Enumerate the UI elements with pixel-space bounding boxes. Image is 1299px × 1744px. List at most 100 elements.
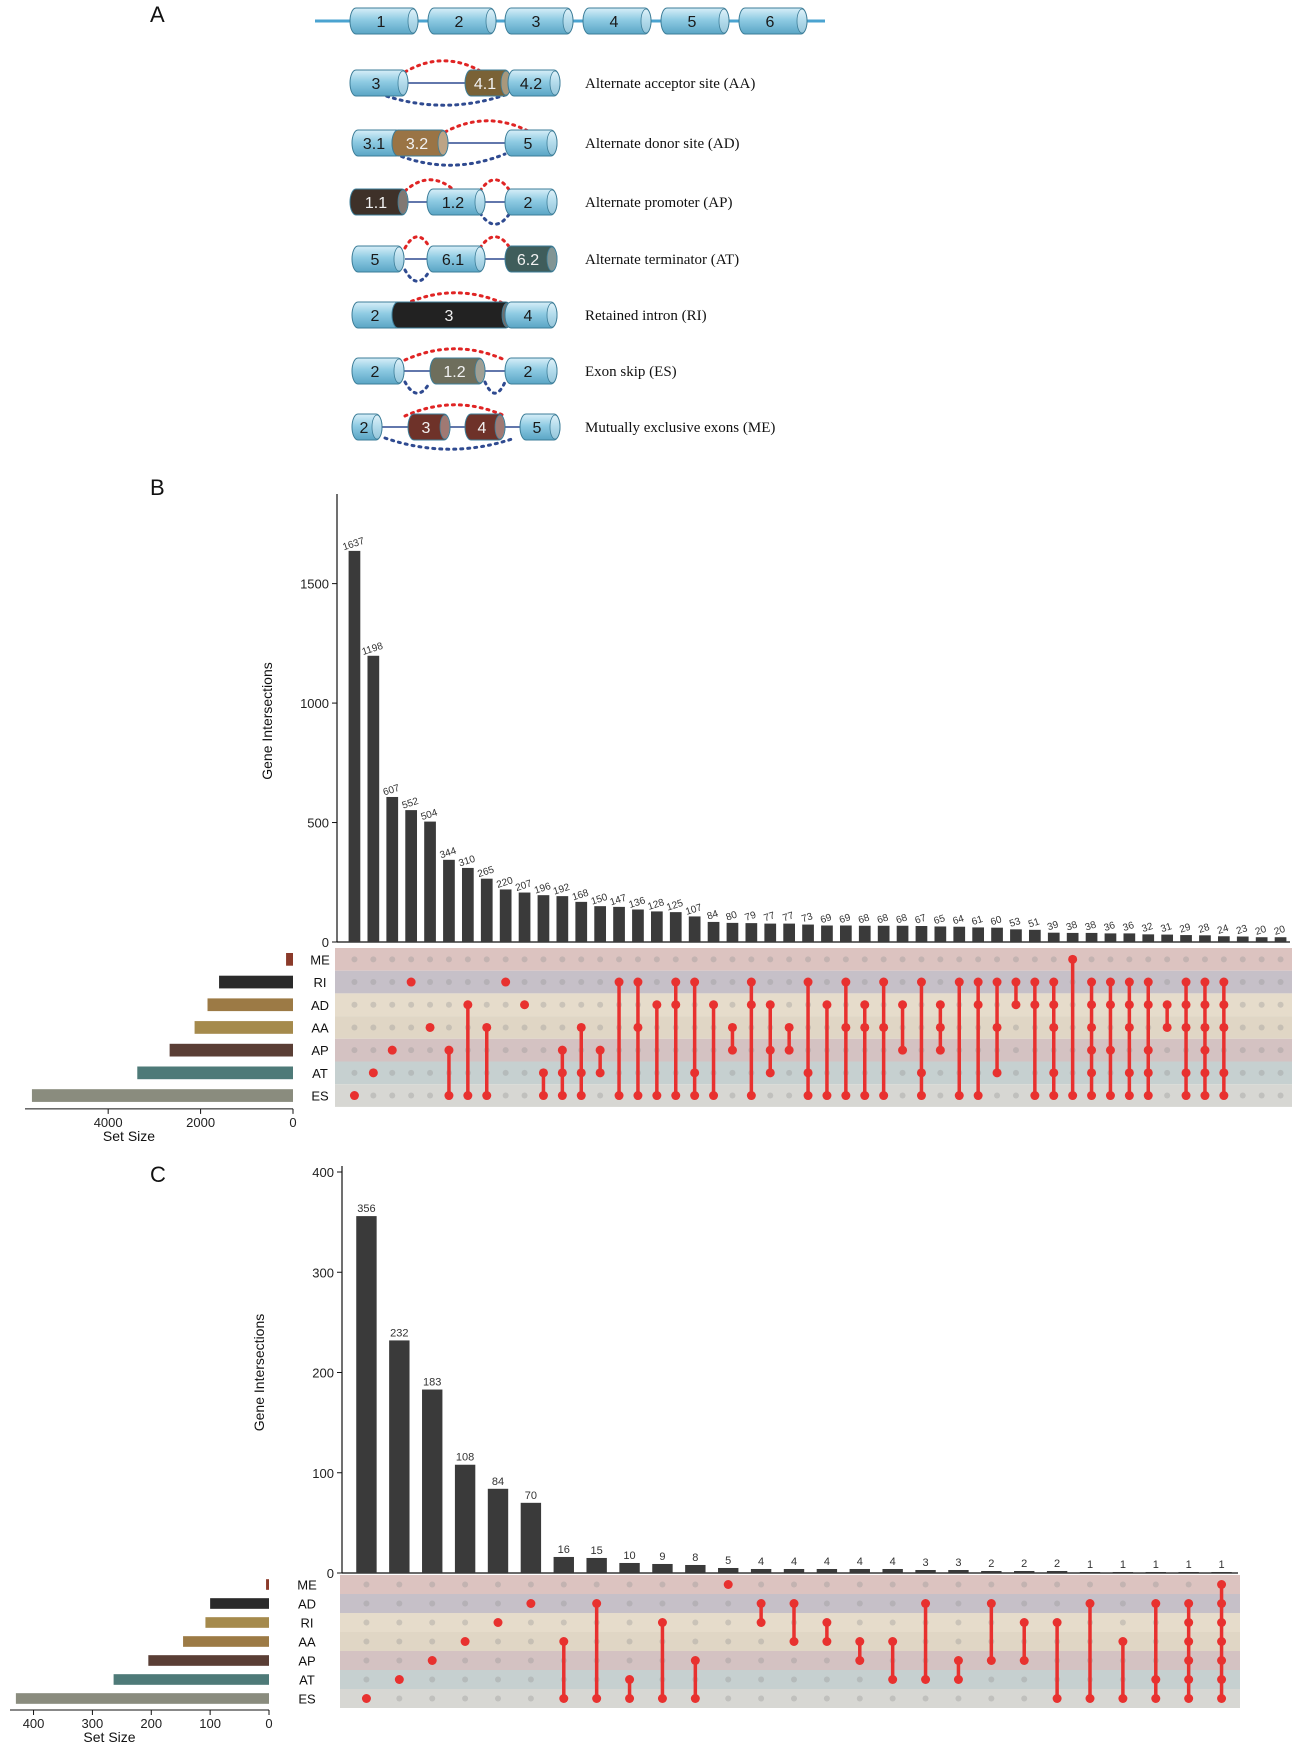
splicing-event-1 xyxy=(393,119,532,167)
set-size-bar xyxy=(210,1598,269,1609)
matrix-empty-dot xyxy=(495,1619,501,1626)
svg-text:3: 3 xyxy=(445,308,454,325)
matrix-empty-dot xyxy=(351,956,358,963)
matrix-empty-dot xyxy=(955,1581,962,1588)
bar-label: 77 xyxy=(781,910,795,924)
bar xyxy=(764,923,777,942)
matrix-empty-dot xyxy=(464,1047,471,1054)
splice-arc xyxy=(483,380,507,395)
matrix-dot xyxy=(898,1000,908,1010)
matrix-empty-dot xyxy=(483,1069,490,1076)
matrix-empty-dot xyxy=(1088,979,1095,986)
matrix-empty-dot xyxy=(786,1047,793,1054)
svg-text:5: 5 xyxy=(371,252,380,269)
bar-label: 65 xyxy=(933,913,947,927)
matrix-dot xyxy=(1049,1068,1059,1078)
matrix-empty-dot xyxy=(805,956,812,963)
set-size-axis-label: Set Size xyxy=(103,1128,155,1144)
top-exon-3: 3 xyxy=(504,7,574,35)
matrix-empty-dot xyxy=(408,1024,415,1031)
bar-label: 150 xyxy=(590,892,610,908)
matrix-empty-dot xyxy=(540,956,547,963)
matrix-dot xyxy=(690,1068,700,1078)
matrix-dot xyxy=(1184,1694,1194,1703)
matrix-dot xyxy=(1219,1068,1229,1078)
matrix-empty-dot xyxy=(786,1001,793,1008)
matrix-dot xyxy=(557,1091,567,1101)
matrix-dot xyxy=(953,1656,963,1665)
matrix-dot xyxy=(855,1637,865,1646)
bar-label: 73 xyxy=(800,911,814,925)
matrix-empty-dot xyxy=(889,1600,896,1607)
svg-text:4.1: 4.1 xyxy=(474,76,496,93)
matrix-empty-dot xyxy=(937,979,944,986)
matrix-dot xyxy=(652,1000,662,1010)
matrix-empty-dot xyxy=(748,1047,755,1054)
matrix-dot xyxy=(652,1091,662,1101)
matrix-dot xyxy=(1217,1580,1227,1589)
matrix-dot xyxy=(1162,1022,1172,1032)
bar-label: 15 xyxy=(591,1545,603,1557)
matrix-empty-dot xyxy=(889,1695,896,1702)
matrix-dot xyxy=(1068,1091,1078,1101)
bar xyxy=(518,892,531,942)
matrix-dot xyxy=(1181,1022,1191,1032)
matrix-dot xyxy=(1124,977,1134,987)
y-tick-label: 0 xyxy=(322,935,329,950)
bar xyxy=(1104,933,1117,942)
matrix-empty-dot xyxy=(856,1619,863,1626)
matrix-empty-dot xyxy=(823,1092,830,1099)
matrix-empty-dot xyxy=(937,1069,944,1076)
matrix-dot xyxy=(493,1618,503,1627)
matrix-empty-dot xyxy=(653,1069,660,1076)
matrix-dot xyxy=(860,1000,870,1010)
bar xyxy=(499,889,512,942)
y-tick-label: 500 xyxy=(307,816,329,831)
matrix-dot xyxy=(1105,1000,1115,1010)
set-size-bar xyxy=(266,1579,269,1590)
matrix-dot xyxy=(765,1000,775,1010)
matrix-empty-dot xyxy=(975,1001,982,1008)
bar xyxy=(461,867,474,942)
matrix-dot xyxy=(463,1091,473,1101)
matrix-dot xyxy=(1124,1091,1134,1101)
matrix-dot xyxy=(1118,1637,1128,1646)
matrix-empty-dot xyxy=(593,1581,600,1588)
matrix-dot xyxy=(746,1091,756,1101)
matrix-empty-dot xyxy=(1054,1638,1061,1645)
matrix-empty-dot xyxy=(899,979,906,986)
matrix-empty-dot xyxy=(429,1638,436,1645)
set-size-bar xyxy=(15,1693,269,1704)
bar xyxy=(934,926,947,942)
top-exon-1: 1 xyxy=(349,7,419,35)
matrix-empty-dot xyxy=(1277,1047,1284,1054)
set-label: AA xyxy=(298,1635,316,1650)
matrix-empty-dot xyxy=(495,1600,501,1607)
matrix-empty-dot xyxy=(363,1695,370,1702)
matrix-empty-dot xyxy=(725,1676,732,1683)
matrix-empty-dot xyxy=(1218,1600,1225,1607)
set-size-bar xyxy=(169,1043,293,1057)
matrix-empty-dot xyxy=(560,1695,567,1702)
matrix-dot xyxy=(992,977,1002,987)
matrix-dot xyxy=(784,1045,794,1055)
matrix-empty-dot xyxy=(672,1024,679,1031)
matrix-empty-dot xyxy=(725,1581,732,1588)
matrix-empty-dot xyxy=(842,979,849,986)
matrix-empty-dot xyxy=(1145,1024,1152,1031)
matrix-empty-dot xyxy=(988,1619,995,1626)
bar-label: 61 xyxy=(970,914,984,928)
matrix-empty-dot xyxy=(842,1092,849,1099)
matrix-empty-dot xyxy=(748,1001,755,1008)
matrix-empty-dot xyxy=(725,1619,732,1626)
matrix-empty-dot xyxy=(1031,1092,1038,1099)
matrix-dot xyxy=(992,1022,1002,1032)
matrix-empty-dot xyxy=(880,1001,887,1008)
bar xyxy=(1274,937,1287,942)
bar xyxy=(1014,1570,1035,1573)
matrix-empty-dot xyxy=(791,1619,797,1626)
matrix-empty-dot xyxy=(823,1638,830,1645)
matrix-empty-dot xyxy=(823,1001,830,1008)
matrix-empty-dot xyxy=(922,1638,929,1645)
matrix-empty-dot xyxy=(1107,1001,1114,1008)
